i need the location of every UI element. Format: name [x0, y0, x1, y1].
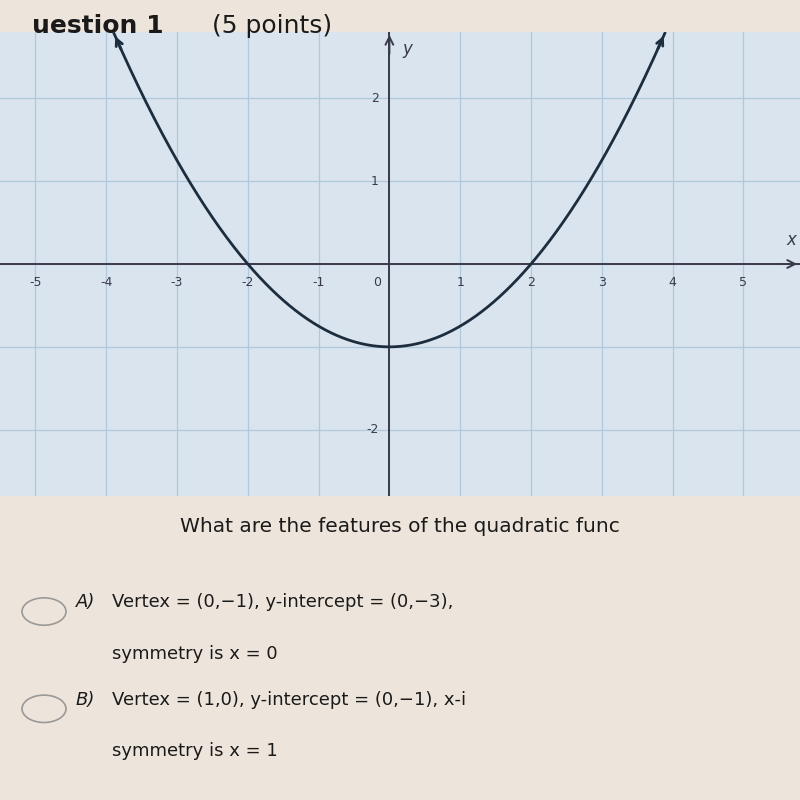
Text: -2: -2: [366, 423, 378, 436]
Text: What are the features of the quadratic func: What are the features of the quadratic f…: [180, 518, 620, 536]
Text: -5: -5: [29, 277, 42, 290]
Text: 1: 1: [456, 277, 464, 290]
Text: symmetry is x = 0: symmetry is x = 0: [112, 645, 278, 663]
Text: 5: 5: [739, 277, 747, 290]
Text: (5 points): (5 points): [204, 14, 332, 38]
Text: uestion 1: uestion 1: [32, 14, 164, 38]
Text: B): B): [76, 690, 95, 709]
Text: A): A): [76, 594, 95, 611]
Text: Vertex = (1,0), y-intercept = (0,−1), x-i: Vertex = (1,0), y-intercept = (0,−1), x-…: [112, 690, 466, 709]
Text: symmetry is x = 1: symmetry is x = 1: [112, 742, 278, 760]
Text: -3: -3: [171, 277, 183, 290]
Text: y: y: [402, 40, 412, 58]
Text: 2: 2: [371, 92, 378, 105]
Text: -2: -2: [242, 277, 254, 290]
Text: 2: 2: [527, 277, 535, 290]
Text: x: x: [786, 231, 797, 249]
Text: -1: -1: [312, 277, 325, 290]
Text: 1: 1: [371, 174, 378, 188]
Text: 4: 4: [669, 277, 677, 290]
Text: Vertex = (0,−1), y-intercept = (0,−3),: Vertex = (0,−1), y-intercept = (0,−3),: [112, 594, 454, 611]
Text: -4: -4: [100, 277, 112, 290]
Text: 3: 3: [598, 277, 606, 290]
Text: 0: 0: [373, 277, 381, 290]
